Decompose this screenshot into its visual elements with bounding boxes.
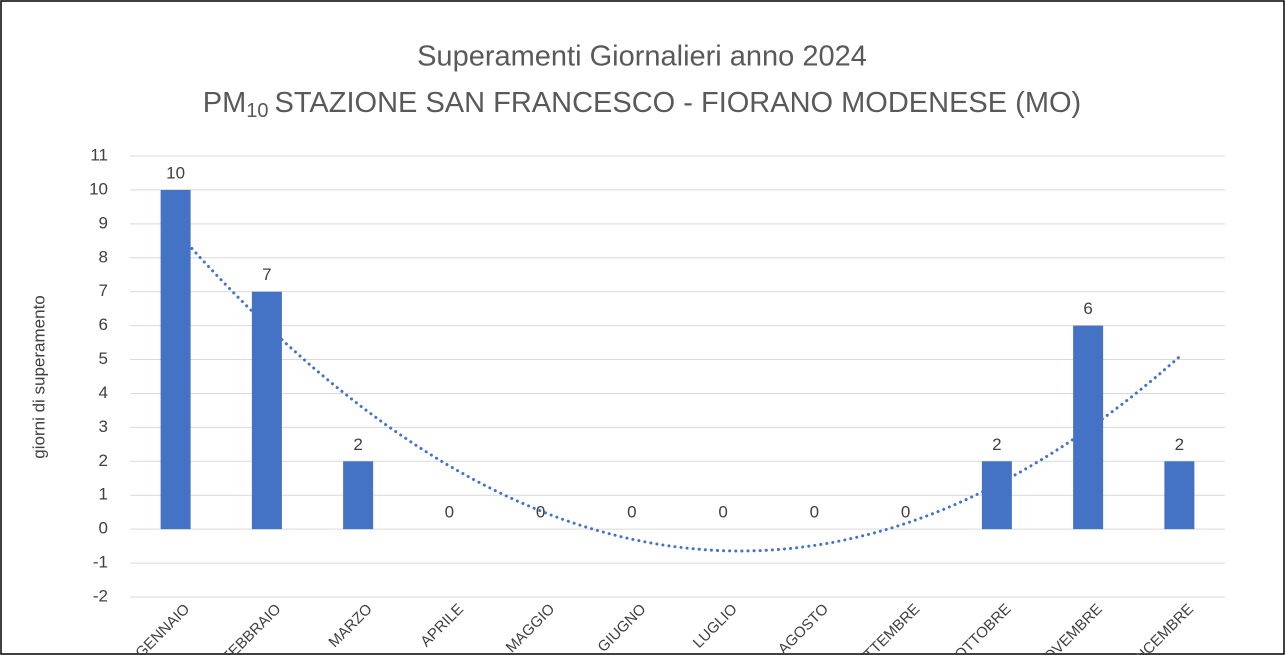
- chart-subtitle: PM10 STAZIONE SAN FRANCESCO - FIORANO MOD…: [203, 87, 1081, 123]
- data-label: 0: [718, 503, 727, 522]
- data-label: 2: [353, 435, 362, 454]
- data-label: 2: [1175, 435, 1184, 454]
- subtitle-rest: STAZIONE SAN FRANCESCO - FIORANO MODENES…: [275, 87, 1082, 119]
- subtitle-sub: 10: [246, 100, 268, 122]
- y-tick-label: -1: [93, 553, 108, 572]
- chart-title: Superamenti Giornalieri anno 2024: [417, 41, 867, 73]
- y-tick-label: 8: [99, 247, 108, 266]
- data-label: 10: [166, 163, 185, 182]
- y-tick-label: 1: [99, 485, 108, 504]
- y-tick-label: 2: [99, 451, 108, 470]
- data-label: 6: [1083, 299, 1092, 318]
- trendline: [174, 228, 1181, 553]
- data-label: 0: [627, 503, 636, 522]
- y-tick-label: 7: [99, 281, 108, 300]
- bar: [343, 461, 374, 530]
- y-tick-label: -2: [93, 586, 108, 605]
- subtitle-main: PM: [203, 87, 247, 119]
- y-tick-label: 9: [99, 213, 108, 232]
- bar: [251, 291, 282, 530]
- bar: [1164, 461, 1195, 530]
- data-label: 0: [445, 503, 454, 522]
- bar: [981, 461, 1012, 530]
- data-label: 0: [901, 503, 910, 522]
- y-tick-label: 0: [99, 519, 108, 538]
- y-axis-label: giorni di superamento: [29, 295, 48, 458]
- data-label: 7: [262, 265, 271, 284]
- y-tick-label: 6: [99, 315, 108, 334]
- data-label: 2: [992, 435, 1001, 454]
- bar: [160, 189, 191, 530]
- y-tick-label: 11: [90, 145, 108, 164]
- y-tick-label: 5: [99, 349, 108, 368]
- data-label: 0: [810, 503, 819, 522]
- y-tick-label: 10: [89, 179, 108, 198]
- bar: [1073, 325, 1104, 530]
- y-tick-label: 4: [99, 383, 108, 402]
- data-label: 0: [536, 503, 545, 522]
- y-tick-label: 3: [99, 417, 108, 436]
